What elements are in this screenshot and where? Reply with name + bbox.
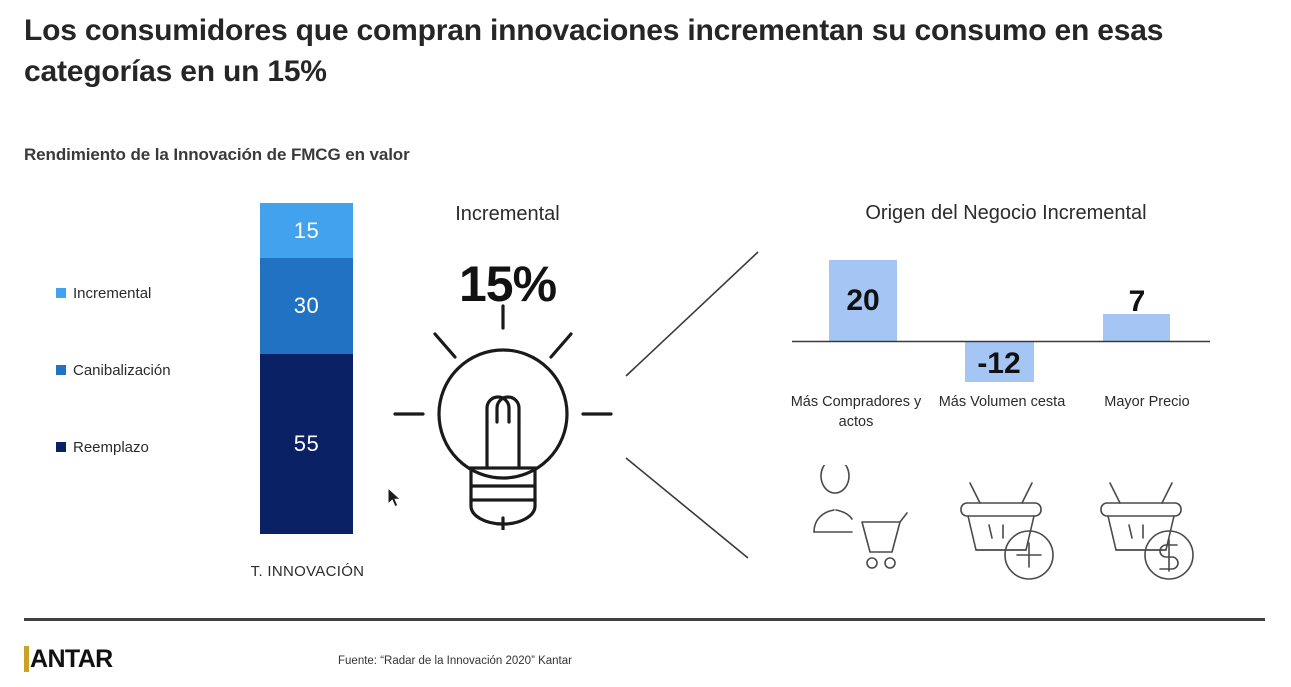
bar-value-mayor-precio: 7 [1129,285,1146,318]
source-note: Fuente: “Radar de la Innovación 2020” Ka… [338,655,572,667]
page-title: Los consumidores que compran innovacione… [24,14,1164,89]
bar-value-mas-compradores: 20 [846,284,879,317]
legend-swatch-reemplazo [56,442,66,452]
basket-plus-icon [960,482,1054,580]
origin-icon-row [813,465,1194,580]
legend-item-incremental: Incremental [56,282,256,304]
legend-swatch-incremental [56,288,66,298]
bar-mas-volumen [965,341,1034,382]
center-label-incremental: Incremental [455,203,560,225]
bar-mayor-precio [1103,314,1170,341]
legend-label-canibalizacion: Canibalización [73,361,171,379]
stacked-segment-incremental: 15 [260,203,353,258]
kantar-logo-text: ANTAR [30,645,113,673]
axis-label-mas-volumen: Más Volumen cesta [938,394,1066,410]
chart-subtitle: Rendimiento de la Innovación de FMCG en … [24,145,410,164]
legend-swatch-canibalizacion [56,365,66,375]
stacked-chart-legend: Incremental Canibalización Reemplazo [56,282,256,513]
origin-bar-axis-labels: Más Compradores y actos Más Volumen cest… [780,393,1230,432]
legend-label-reemplazo: Reemplazo [73,438,149,456]
stacked-segment-value-incremental: 15 [293,217,320,243]
shopper-with-cart-icon [813,465,908,569]
mouse-cursor [387,487,402,508]
lightbulb-icon [383,300,623,535]
footer-divider [24,618,1265,621]
origin-bar-chart: 20 -12 7 [792,260,1210,382]
stacked-segment-value-reemplazo: 55 [293,431,320,456]
axis-label-mayor-precio: Mayor Precio [1104,394,1190,410]
axis-label-mas-compradores: Más Compradores y actos [790,394,922,430]
stacked-segment-value-canibalizacion: 30 [293,293,320,318]
stacked-bar-chart: 15 30 55 [260,203,353,534]
legend-item-canibalizacion: Canibalización [56,359,256,381]
stacked-segment-canibalizacion: 30 [260,258,353,354]
connector-line-top [625,251,759,377]
center-percent-value: 15% [458,256,557,312]
kantar-logo: ANTAR [24,646,113,672]
bar-mas-compradores [829,260,897,341]
stacked-segment-reemplazo: 55 [260,354,353,534]
right-panel-title: Origen del Negocio Incremental [865,202,1147,224]
legend-label-incremental: Incremental [73,284,152,302]
stacked-bar-caption: T. INNOVACIÓN [250,563,365,580]
connector-line-bottom [625,457,749,559]
legend-item-reemplazo: Reemplazo [56,436,256,458]
basket-dollar-icon [1100,482,1194,580]
bar-value-mas-volumen: -12 [977,347,1020,380]
kantar-logo-accent-bar [24,646,29,672]
